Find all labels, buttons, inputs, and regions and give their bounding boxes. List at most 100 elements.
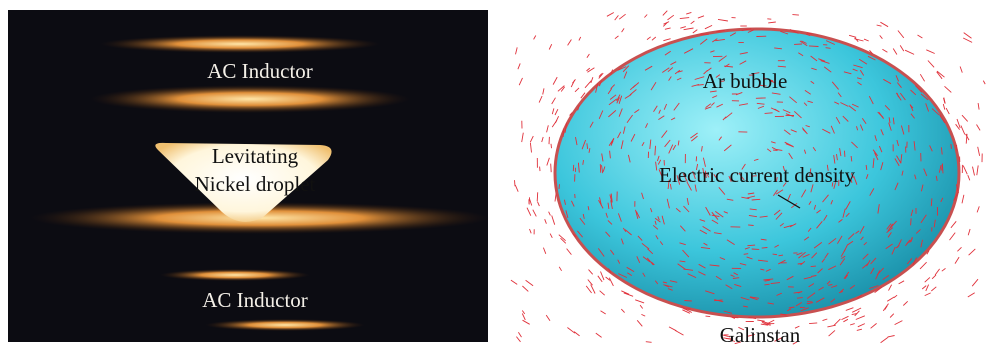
current-arrow xyxy=(547,125,549,132)
current-arrow xyxy=(889,285,892,291)
label: AC Inductor xyxy=(202,288,308,312)
current-arrow xyxy=(684,301,691,302)
current-arrow xyxy=(943,104,945,110)
current-arrow xyxy=(809,46,819,47)
current-arrow xyxy=(823,319,828,321)
current-arrow xyxy=(621,309,624,313)
current-arrow xyxy=(962,115,968,121)
current-arrow xyxy=(977,206,979,212)
current-arrow xyxy=(968,175,970,180)
current-arrow xyxy=(926,50,934,54)
current-arrow xyxy=(551,164,552,173)
current-arrow xyxy=(768,22,776,23)
current-arrow xyxy=(555,116,558,123)
current-arrow xyxy=(534,36,536,40)
simulation-panel: Ar bubble Electric current density Galin… xyxy=(511,11,985,347)
current-arrow xyxy=(951,144,952,149)
current-arrow xyxy=(567,249,572,255)
label: Electric current density xyxy=(659,163,855,187)
current-arrow xyxy=(533,210,537,217)
current-arrow xyxy=(668,15,674,20)
current-arrow xyxy=(942,268,946,271)
current-arrow xyxy=(834,319,841,326)
current-arrow xyxy=(635,300,644,303)
current-arrow xyxy=(622,28,625,32)
inductor-coil xyxy=(160,269,310,281)
current-arrow xyxy=(856,316,865,320)
current-arrow xyxy=(977,165,978,175)
current-arrow xyxy=(568,40,572,46)
current-arrow xyxy=(591,77,593,83)
current-arrow xyxy=(527,208,531,216)
current-arrow xyxy=(765,113,773,114)
current-arrow xyxy=(732,317,738,318)
current-arrow xyxy=(846,308,854,311)
current-arrow xyxy=(871,323,877,328)
current-arrow xyxy=(669,327,676,331)
current-arrow xyxy=(518,63,520,69)
current-arrow xyxy=(624,293,633,296)
current-arrow xyxy=(931,198,932,206)
current-arrow xyxy=(680,18,689,19)
current-arrow xyxy=(964,33,972,39)
current-arrow xyxy=(843,319,848,322)
current-arrow xyxy=(587,68,590,71)
current-arrow xyxy=(596,333,602,337)
current-arrow xyxy=(539,96,542,103)
current-arrow xyxy=(549,44,552,49)
current-arrow xyxy=(946,108,949,114)
current-arrow xyxy=(585,81,591,88)
current-arrow xyxy=(888,336,895,338)
current-arrow xyxy=(647,37,651,40)
inductor-coil xyxy=(100,35,380,53)
current-arrow xyxy=(911,218,912,225)
current-arrow xyxy=(757,320,764,321)
current-arrow xyxy=(538,202,540,206)
current-arrow xyxy=(655,146,656,156)
current-arrow xyxy=(523,320,530,324)
current-arrow xyxy=(693,30,698,33)
current-arrow xyxy=(600,291,605,296)
current-arrow xyxy=(811,266,816,267)
current-arrow xyxy=(951,221,956,228)
current-arrow xyxy=(680,27,686,29)
label: AC Inductor xyxy=(207,59,313,83)
current-arrow xyxy=(950,233,956,241)
current-arrow xyxy=(682,310,690,314)
current-arrow xyxy=(530,229,532,233)
current-arrow xyxy=(698,16,704,18)
current-arrow xyxy=(969,249,976,255)
current-arrow xyxy=(601,311,606,314)
current-arrow xyxy=(543,248,545,254)
current-arrow xyxy=(547,158,550,166)
current-arrow xyxy=(961,126,965,135)
current-arrow xyxy=(881,337,888,342)
current-arrow xyxy=(849,35,856,37)
current-arrow xyxy=(973,167,975,176)
figure: AC Inductor Levitating Nickel droplet AC… xyxy=(0,0,995,352)
current-arrow xyxy=(646,342,652,343)
current-arrow xyxy=(882,49,887,52)
current-arrow xyxy=(559,184,560,189)
current-arrow xyxy=(857,329,862,330)
current-arrow xyxy=(640,305,643,308)
current-arrow xyxy=(526,280,534,286)
current-arrow xyxy=(555,109,558,115)
current-arrow xyxy=(579,37,581,41)
current-arrow xyxy=(516,47,518,54)
current-arrow xyxy=(511,280,517,284)
current-arrow xyxy=(928,61,934,68)
current-arrow xyxy=(983,81,985,85)
label: Ar bubble xyxy=(703,69,788,93)
current-arrow xyxy=(747,245,755,246)
current-arrow xyxy=(762,248,768,249)
current-arrow xyxy=(960,67,962,73)
current-arrow xyxy=(589,270,593,275)
current-arrow xyxy=(663,39,670,41)
current-arrow xyxy=(877,25,882,26)
current-arrow xyxy=(968,293,975,297)
current-arrow xyxy=(586,286,591,293)
current-arrow xyxy=(922,286,926,289)
label: Levitating xyxy=(212,144,299,168)
current-arrow xyxy=(798,264,802,265)
